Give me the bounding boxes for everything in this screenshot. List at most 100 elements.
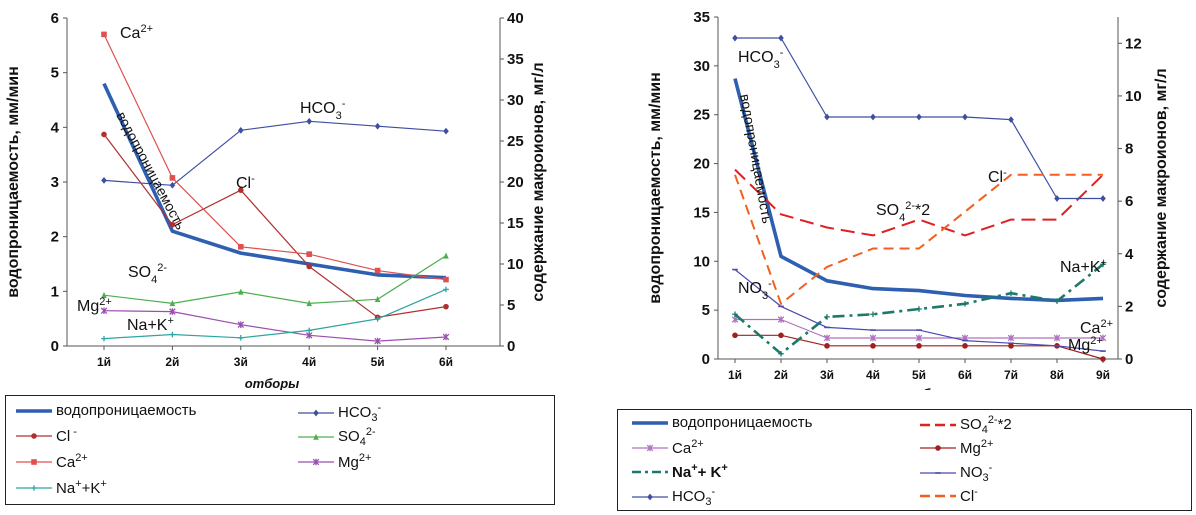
chart1-data-point <box>306 300 312 307</box>
legend-label: SO42-*2 <box>960 414 1012 436</box>
legend-marker <box>31 458 37 465</box>
chart2-series <box>733 78 1104 303</box>
legend-label: водопроницаемость <box>672 414 813 431</box>
chart1-data-point <box>101 176 107 184</box>
chart1-annotation: Mg2+ <box>77 296 112 315</box>
legend-label: Na++K+ <box>56 478 107 497</box>
legend-swatch <box>920 472 956 474</box>
chart2-data-point <box>1008 343 1014 349</box>
chart1-data-point <box>238 288 244 295</box>
chart2-series <box>732 34 1106 202</box>
chart1-data-point <box>101 31 107 38</box>
chart2-data-point <box>1100 195 1106 202</box>
chart2-xtick-label: 1й <box>728 368 742 382</box>
legend-item: SO42-*2 <box>918 414 1012 436</box>
chart1-data-point <box>101 335 107 342</box>
chart2-ytick-label-left: 20 <box>693 156 710 173</box>
chart1-ytick-label-left: 2 <box>51 229 59 246</box>
legend-item: Mg2+ <box>918 438 993 457</box>
chart1-data-point <box>169 221 176 228</box>
chart1-data-point <box>443 276 449 283</box>
legend-swatch <box>16 458 52 465</box>
chart2-y-label-right: содержание макроионов, мг/л <box>1153 68 1170 307</box>
chart1-series-line <box>103 120 447 186</box>
chart1-data-point <box>374 295 381 303</box>
legend-swatch <box>16 408 52 413</box>
chart2-data-point <box>731 316 739 323</box>
legend-swatch <box>298 409 334 417</box>
legend-marker <box>646 444 654 451</box>
legend-swatch <box>16 484 52 491</box>
chart2-data-point <box>870 343 876 349</box>
chart1-ytick-label-right: 10 <box>507 256 524 273</box>
legend-swatch <box>920 444 956 451</box>
chart2-data-point <box>916 306 922 312</box>
chart2-data-point <box>870 311 876 318</box>
chart1-data-point <box>306 327 312 334</box>
chart2-annotation: NO3- <box>738 278 772 302</box>
legend-item: Na++K+ <box>14 478 107 497</box>
chart2-y-label-left: водопроницаемость, мм/мин <box>647 72 664 304</box>
legend-marker <box>313 433 319 440</box>
chart2-data-point <box>962 300 968 307</box>
chart1-ytick-label-left: 3 <box>51 174 59 191</box>
chart1-data-point <box>100 307 108 315</box>
chart1-series-line <box>102 82 447 280</box>
chart2-series <box>732 332 1106 362</box>
chart1-series-line <box>103 255 447 304</box>
legend-swatch <box>16 432 52 439</box>
chart1-ytick-label-right: 20 <box>507 174 524 191</box>
chart1-xtick-label: 2й <box>165 355 179 369</box>
chart1-annotation: Ca2+ <box>120 23 153 42</box>
legend-label: Ca2+ <box>672 438 704 457</box>
chart1-data-point <box>443 286 449 293</box>
chart1-data-point <box>443 127 449 135</box>
chart2-data-point <box>916 113 922 121</box>
chart2-data-point <box>824 113 830 121</box>
chart1-data-point <box>169 181 176 189</box>
chart2-x-label: отборы <box>903 386 958 390</box>
chart2-data-point <box>915 334 923 342</box>
chart1-legend: водопроницаемость HCO3- Cl - SO42- Ca2+ Mg2+ N… <box>5 395 555 505</box>
legend-marker <box>647 493 653 501</box>
chart1-data-point <box>169 331 176 338</box>
chart1-data-point <box>237 321 245 328</box>
chart2-series <box>732 261 1106 357</box>
chart2-data-point <box>962 113 968 121</box>
chart2-data-point <box>1007 334 1015 342</box>
legend-item: водопроницаемость <box>14 402 197 419</box>
chart1-series-line <box>103 310 447 342</box>
chart2-series <box>731 316 1107 342</box>
chart1-ytick-label-right: 30 <box>507 92 524 109</box>
chart2-xtick-label: 7й <box>1004 368 1018 382</box>
chart2-ytick-label-right: 4 <box>1125 246 1134 263</box>
chart1-xtick-label: 5й <box>371 355 385 369</box>
legend-label: HCO3- <box>338 402 382 424</box>
chart1-annotation: Na+K+ <box>127 315 174 334</box>
legend-item: Mg2+ <box>296 452 371 471</box>
chart2-data-point <box>962 343 968 349</box>
chart1-ytick-label-right: 15 <box>507 215 524 232</box>
chart1-series <box>100 307 450 345</box>
chart1-ytick-label-right: 5 <box>507 297 515 314</box>
chart2-annotation: SO42-*2 <box>876 200 930 224</box>
chart2-data-point <box>778 332 784 339</box>
legend-marker <box>31 432 37 439</box>
chart2-data-point <box>824 314 830 320</box>
chart1-ytick-label-left: 1 <box>51 283 59 300</box>
legend-label: NO3- <box>960 462 993 484</box>
chart2-series <box>734 173 1103 305</box>
chart1-data-point <box>169 300 176 307</box>
chart2-ytick-label-left: 15 <box>693 204 710 221</box>
chart1-xtick-label: 6й <box>439 355 453 369</box>
legend-swatch <box>632 470 668 473</box>
chart2-annotation: Na+K+ <box>1060 257 1107 276</box>
chart1-data-point <box>238 243 244 250</box>
chart1-series-line <box>103 34 447 281</box>
chart1-series <box>102 82 447 280</box>
chart1-y-label-right: содержание макроионов, мг/л <box>530 62 547 301</box>
legend-item: NO3- <box>918 462 992 484</box>
legend-label: водопроницаемость <box>56 402 197 419</box>
chart2-ytick-label-left: 0 <box>702 351 710 368</box>
